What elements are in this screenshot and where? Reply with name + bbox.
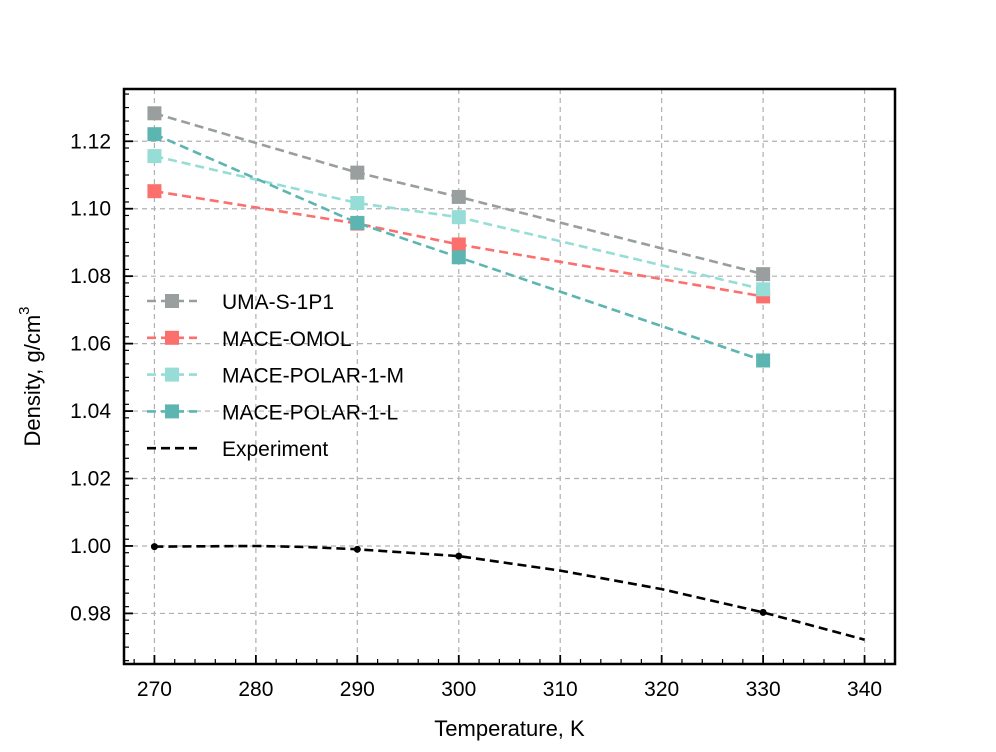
data-point-mace-polar-1-l <box>756 353 771 368</box>
series-line-mace-polar-1-m <box>154 154 764 291</box>
legend-label-experiment: Experiment <box>222 438 328 461</box>
legend-label-mace-polar-1-l: MACE-POLAR-1-L <box>222 401 398 424</box>
y-tick-label: 1.08 <box>70 265 111 288</box>
legend-marker-uma-s-1p1 <box>165 294 179 308</box>
data-point-mace-polar-1-l <box>451 250 466 265</box>
data-point-uma-s-1p1 <box>756 267 771 282</box>
y-tick-label: 1.04 <box>70 400 111 423</box>
y-tick-label: 0.98 <box>70 602 111 625</box>
data-point-mace-polar-1-l <box>147 127 162 142</box>
series-line-experiment <box>154 544 865 641</box>
data-point-experiment <box>759 608 767 616</box>
data-point-mace-omol <box>451 237 466 252</box>
ticks: 270 280 290 300 310 320 330 340 0.98 1.00 1.02 1.04… <box>70 93 886 701</box>
x-tick-label: 310 <box>543 678 578 701</box>
series-line-uma-s-1p1 <box>154 112 764 276</box>
legend-label-uma-s-1p1: UMA-S-1P1 <box>222 291 334 314</box>
series-line-mace-omol <box>154 189 764 298</box>
legend-marker-mace-polar-1-m <box>165 367 179 382</box>
data-point-uma-s-1p1 <box>350 165 365 180</box>
data-point-uma-s-1p1 <box>451 189 466 204</box>
x-tick-label: 330 <box>746 678 781 701</box>
legend: UMA-S-1P1 MACE-OMOL MACE-POLAR-1-M MACE-POL… <box>147 291 404 461</box>
x-tick-label: 270 <box>137 678 172 701</box>
x-tick-label: 340 <box>847 678 882 701</box>
data-point-uma-s-1p1 <box>147 106 162 121</box>
y-axis-title-superscript: 3 <box>16 307 33 315</box>
data-point-mace-polar-1-m <box>350 195 365 210</box>
x-tick-label: 290 <box>340 678 375 701</box>
y-axis-title: Density, g/cm3 <box>16 307 45 447</box>
series-layer <box>147 106 865 641</box>
data-point-experiment <box>150 543 158 551</box>
x-tick-label: 320 <box>644 678 679 701</box>
legend-label-mace-omol: MACE-OMOL <box>222 328 352 351</box>
data-point-mace-polar-1-m <box>451 210 466 225</box>
legend-marker-mace-omol <box>165 330 179 345</box>
x-tick-label: 280 <box>238 678 273 701</box>
data-point-experiment <box>455 552 463 560</box>
data-point-experiment <box>353 545 361 553</box>
y-tick-label: 1.00 <box>70 535 111 558</box>
plot-frame <box>122 87 897 666</box>
y-tick-label: 1.10 <box>70 198 111 221</box>
y-tick-label: 1.12 <box>70 130 111 153</box>
data-point-mace-polar-1-m <box>147 149 162 164</box>
y-tick-label: 1.06 <box>70 333 111 356</box>
y-tick-label: 1.02 <box>70 468 111 491</box>
data-point-mace-polar-1-l <box>350 215 365 230</box>
y-axis-title-text: Density, g/cm <box>20 315 45 447</box>
legend-marker-mace-polar-1-l <box>165 404 179 419</box>
data-point-mace-polar-1-m <box>756 282 771 297</box>
x-tick-label: 300 <box>441 678 476 701</box>
data-point-mace-omol <box>147 184 162 199</box>
legend-label-mace-polar-1-m: MACE-POLAR-1-M <box>222 365 404 388</box>
x-axis-title: Temperature, K <box>434 716 585 741</box>
